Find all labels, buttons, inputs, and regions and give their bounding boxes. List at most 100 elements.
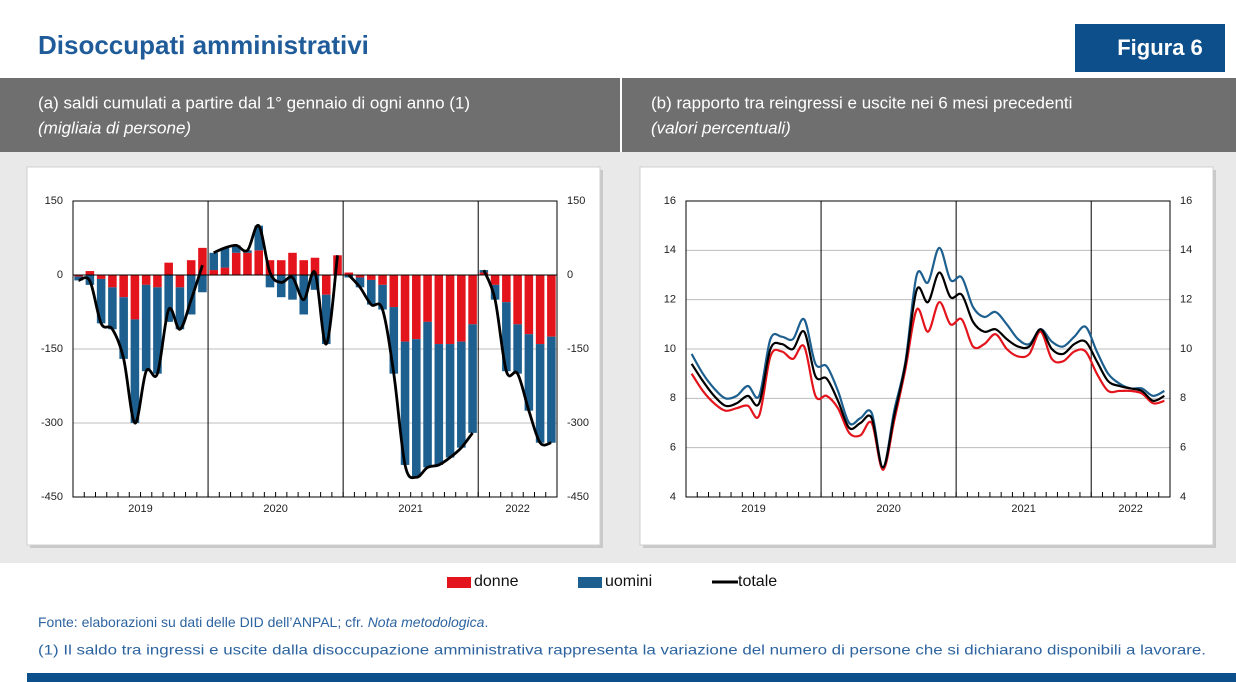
figure-badge: [1075, 24, 1225, 72]
y2-tick-label: 4: [1180, 491, 1186, 503]
bar: [547, 275, 556, 337]
panel-subtitle: (migliaia di persone): [38, 118, 191, 137]
bar: [513, 275, 522, 325]
bar: [108, 275, 117, 288]
panel-box: [639, 166, 1214, 546]
y-tick-label: 14: [664, 244, 676, 256]
x-tick-label: 2022: [505, 503, 529, 515]
bar: [367, 275, 376, 280]
bar: [468, 324, 477, 433]
bar: [254, 225, 263, 251]
bar: [141, 284, 151, 372]
panel-title: (a) saldi cumulati a partire dal 1° genn…: [38, 93, 470, 112]
y-tick-label: 150: [45, 195, 63, 207]
x-tick-label: 2019: [741, 503, 765, 515]
bar: [119, 297, 128, 359]
y-tick-label: 6: [670, 442, 676, 454]
bar: [299, 275, 309, 315]
bar: [276, 260, 286, 275]
bar: [119, 275, 128, 298]
bar: [423, 321, 432, 468]
bar: [186, 275, 196, 315]
bar: [276, 275, 286, 298]
bar: [220, 247, 230, 268]
bar: [288, 275, 297, 300]
bar: [423, 275, 432, 322]
bar: [96, 275, 106, 279]
bar: [400, 275, 410, 342]
y2-tick-label: -450: [567, 491, 589, 503]
legend-label: totale: [738, 573, 777, 590]
panel-header-band: [0, 78, 1236, 152]
y-tick-label: 0: [57, 269, 63, 281]
bar: [209, 270, 218, 275]
bar: [74, 276, 83, 281]
bar: [265, 275, 275, 288]
y2-tick-label: 150: [567, 195, 585, 207]
line: [482, 269, 552, 447]
y2-tick-label: 8: [1180, 392, 1186, 404]
y-tick-label: 8: [670, 392, 676, 404]
bar: [535, 275, 545, 345]
bar: [355, 275, 365, 278]
y-tick-label: 10: [664, 343, 676, 355]
bar: [524, 275, 534, 335]
bar: [130, 275, 140, 320]
bar: [367, 279, 376, 305]
bar: [479, 272, 489, 275]
bar: [96, 278, 106, 324]
bar: [186, 260, 196, 275]
bar: [490, 284, 500, 300]
y-tick-label: 12: [664, 294, 676, 306]
bar: [355, 277, 365, 288]
bar: [164, 275, 173, 322]
bar: [412, 339, 421, 478]
legend-label: donne: [474, 573, 519, 590]
x-tick-label: 2021: [1011, 503, 1035, 515]
bar: [389, 307, 399, 374]
source-end: .: [484, 614, 488, 630]
bar: [175, 287, 185, 330]
bar: [412, 275, 421, 340]
y2-tick-label: -300: [567, 417, 589, 429]
bar: [220, 267, 230, 275]
line: [213, 224, 339, 346]
bar: [321, 275, 331, 295]
bar: [198, 247, 207, 275]
bar: [434, 275, 444, 345]
bar: [445, 275, 455, 345]
bottom-bar: [27, 673, 1236, 682]
bar: [434, 344, 444, 465]
plot-frame: [685, 200, 1171, 498]
bar: [378, 284, 387, 310]
bar: [175, 275, 185, 288]
bar: [141, 275, 151, 285]
y2-tick-label: 10: [1180, 343, 1192, 355]
bar: [254, 250, 263, 275]
bar: [164, 262, 173, 275]
legend-label: uomini: [605, 573, 652, 590]
x-tick-label: 2021: [398, 503, 422, 515]
bar: [108, 287, 117, 330]
y2-tick-label: 14: [1180, 244, 1192, 256]
y2-tick-label: 6: [1180, 442, 1186, 454]
x-tick-label: 2020: [263, 503, 287, 515]
bar: [457, 275, 466, 342]
bar: [231, 252, 241, 275]
bar: [299, 260, 309, 275]
panel-subtitle: (valori percentuali): [651, 118, 791, 137]
plot-frame: [72, 200, 558, 498]
bar: [288, 252, 297, 275]
bar: [490, 275, 500, 285]
bar: [344, 272, 354, 275]
bar: [457, 341, 466, 448]
y2-tick-label: 12: [1180, 294, 1192, 306]
page-title: Disoccupati amministrativi: [38, 30, 369, 60]
source-text: Fonte: elaborazioni su dati delle DID de…: [38, 614, 368, 630]
bar: [547, 336, 556, 443]
source-link: Nota metodologica: [368, 614, 485, 630]
y-tick-label: -300: [41, 417, 63, 429]
bar: [130, 319, 140, 423]
bar: [535, 344, 545, 443]
